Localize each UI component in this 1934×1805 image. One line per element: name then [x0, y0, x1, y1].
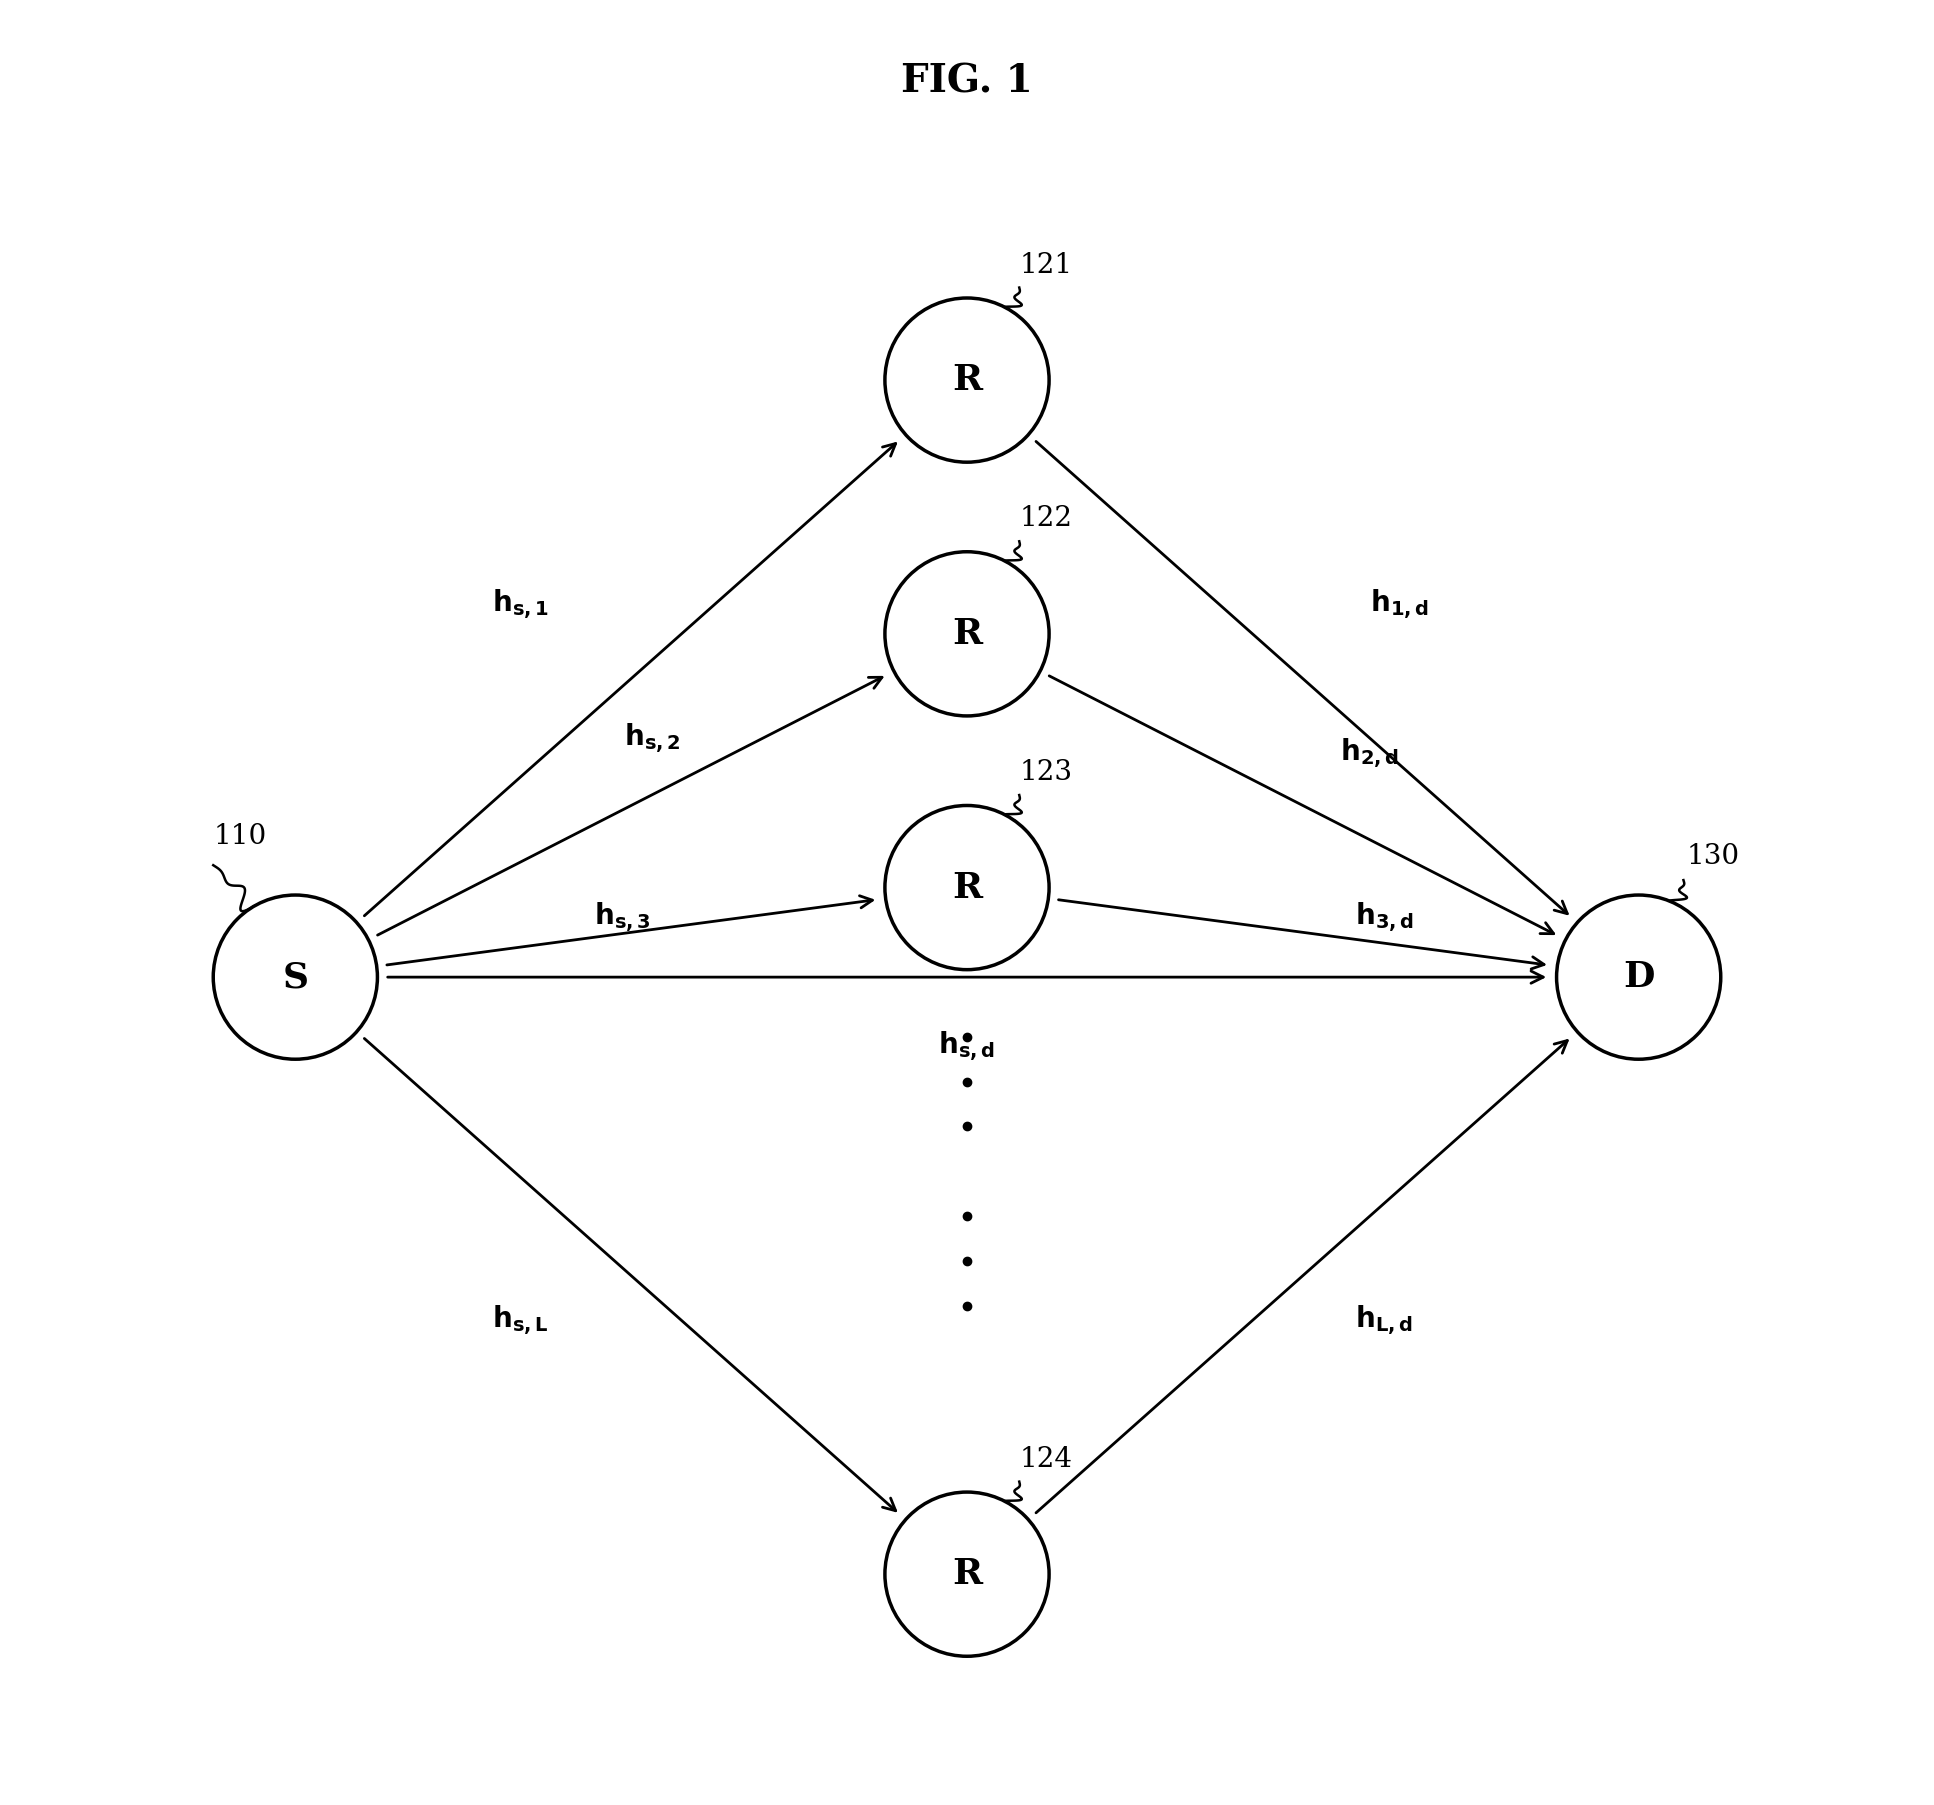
Text: $\mathbf{h_{3,d}}$: $\mathbf{h_{3,d}}$ [1356, 901, 1414, 935]
Circle shape [1557, 895, 1721, 1060]
Circle shape [886, 552, 1048, 717]
Text: R: R [952, 363, 982, 397]
Text: R: R [952, 617, 982, 652]
Text: $\mathbf{h_{s,2}}$: $\mathbf{h_{s,2}}$ [623, 722, 681, 754]
Text: $\mathbf{h_{2,d}}$: $\mathbf{h_{2,d}}$ [1340, 736, 1398, 771]
Text: 130: 130 [1686, 843, 1739, 870]
Text: $\mathbf{h_{s,3}}$: $\mathbf{h_{s,3}}$ [594, 901, 650, 935]
Text: 124: 124 [1019, 1446, 1071, 1473]
Circle shape [886, 298, 1048, 462]
Text: R: R [952, 870, 982, 904]
Circle shape [886, 805, 1048, 969]
Text: D: D [1623, 960, 1654, 995]
Text: $\mathbf{h_{1,d}}$: $\mathbf{h_{1,d}}$ [1369, 587, 1429, 621]
Circle shape [213, 895, 377, 1060]
Text: $\mathbf{h_{s,d}}$: $\mathbf{h_{s,d}}$ [938, 1029, 996, 1063]
Text: 121: 121 [1019, 251, 1071, 278]
Text: 123: 123 [1019, 760, 1071, 787]
Text: R: R [952, 1558, 982, 1592]
Text: FIG. 1: FIG. 1 [901, 63, 1033, 101]
Text: $\mathbf{h_{L,d}}$: $\mathbf{h_{L,d}}$ [1356, 1303, 1414, 1338]
Text: 110: 110 [213, 823, 267, 850]
Text: $\mathbf{h_{s,L}}$: $\mathbf{h_{s,L}}$ [493, 1303, 549, 1338]
Text: $\mathbf{h_{s,1}}$: $\mathbf{h_{s,1}}$ [491, 587, 549, 621]
Text: S: S [282, 960, 308, 995]
Circle shape [886, 1493, 1048, 1657]
Text: 122: 122 [1019, 505, 1071, 532]
